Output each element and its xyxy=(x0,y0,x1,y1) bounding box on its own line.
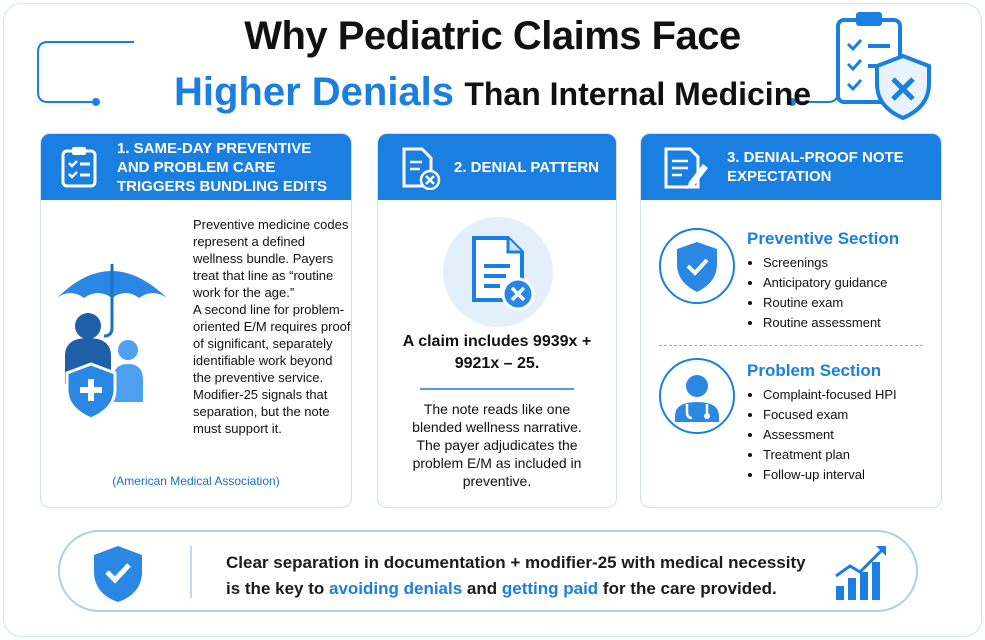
section: Preventive Section ScreeningsAnticipator… xyxy=(747,229,937,333)
card: 2. DENIAL PATTERN A claim includes 9939x… xyxy=(377,133,617,508)
subtitle: Higher Denials Than Internal Medicine xyxy=(0,70,985,115)
highlight: avoiding denials xyxy=(328,579,463,598)
paragraph: Modifier-25 signals that separation, but… xyxy=(193,387,330,436)
icon xyxy=(443,217,553,327)
item-list: ScreeningsAnticipatory guidanceRoutine e… xyxy=(747,253,937,333)
card-body: Preventive medicine codes represent a de… xyxy=(193,216,353,437)
list-item: Routine exam xyxy=(763,293,937,313)
section-title: Preventive Section xyxy=(747,229,900,248)
card: 1. SAME-DAY PREVENTIVE AND PROBLEM CARE … xyxy=(40,133,352,508)
card-header: 3. DENIAL-PROOF NOTE EXPECTATION xyxy=(641,134,941,200)
icon xyxy=(659,228,735,304)
divider xyxy=(659,345,923,346)
frame xyxy=(3,3,982,637)
icon xyxy=(61,147,97,188)
card-heading: 2. DENIAL PATTERN xyxy=(454,158,600,176)
footer: Clear separation in documentation + modi… xyxy=(58,530,918,612)
text: and xyxy=(462,579,502,598)
list-item: Follow-up interval xyxy=(763,465,937,485)
icon xyxy=(835,546,886,600)
icon xyxy=(664,147,708,189)
list-item: Treatment plan xyxy=(763,445,937,465)
title-rest: Than Internal Medicine xyxy=(464,76,812,112)
divider xyxy=(190,546,192,598)
illustration xyxy=(57,264,167,421)
icon xyxy=(659,358,735,434)
card-header: 1. SAME-DAY PREVENTIVE AND PROBLEM CARE … xyxy=(41,134,351,200)
source: (American Medical Association) xyxy=(112,474,280,488)
list-item: Anticipatory guidance xyxy=(763,273,937,293)
card-header: 2. DENIAL PATTERN xyxy=(378,134,616,200)
footer-text: Clear separation in documentation + modi… xyxy=(226,550,816,602)
item-list: Complaint-focused HPIFocused examAssessm… xyxy=(747,385,937,485)
list-item: Routine assessment xyxy=(763,313,937,333)
text: for the care provided. xyxy=(598,579,777,598)
card-heading: 1. SAME-DAY PREVENTIVE AND PROBLEM CARE … xyxy=(117,139,328,195)
section-title: Problem Section xyxy=(747,361,882,380)
divider xyxy=(420,388,574,390)
section: Problem Section Complaint-focused HPIFoc… xyxy=(747,361,937,485)
card: 3. DENIAL-PROOF NOTE EXPECTATION Prevent… xyxy=(640,133,942,508)
icon xyxy=(402,147,441,190)
title: Why Pediatric Claims Face xyxy=(244,14,741,58)
list-item: Complaint-focused HPI xyxy=(763,385,937,405)
card-body: The note reads like one blended wellness… xyxy=(412,401,582,489)
title-highlight: Higher Denials xyxy=(173,70,455,114)
claim: A claim includes 9939x + 9921x – 25. xyxy=(402,333,592,372)
list-item: Screenings xyxy=(763,253,937,273)
paragraph: A second line for problem-oriented E/M r… xyxy=(193,302,351,385)
paragraph: Preventive medicine codes represent a de… xyxy=(193,217,349,300)
text: Clear separation in documentation + modi… xyxy=(226,553,806,598)
list-item: Assessment xyxy=(763,425,937,445)
icon xyxy=(94,546,142,602)
highlight: getting paid xyxy=(501,579,599,598)
list-item: Focused exam xyxy=(763,405,937,425)
card-heading: 3. DENIAL-PROOF NOTE EXPECTATION xyxy=(727,149,904,185)
